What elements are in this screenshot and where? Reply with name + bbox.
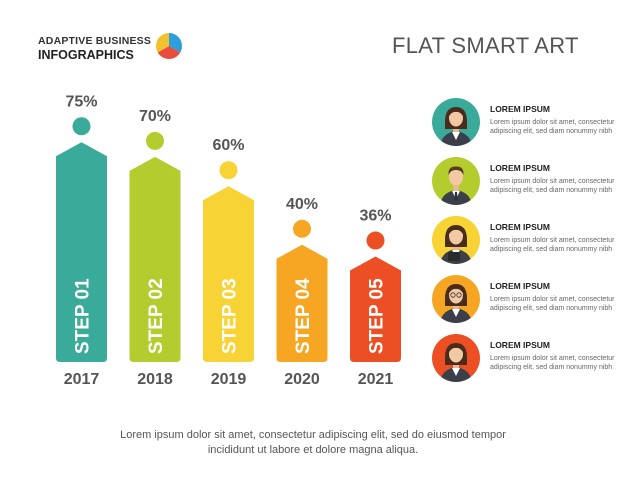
step-label-3: STEP 03 — [220, 278, 241, 354]
person-description: Lorem ipsum dolor sit amet, consectetur … — [490, 178, 615, 194]
person-name: LOREM IPSUM — [490, 222, 550, 232]
person-description: Lorem ipsum dolor sit amet, consectetur … — [490, 296, 615, 312]
businesswoman-icon — [432, 98, 480, 146]
bar-dot-2 — [146, 131, 164, 150]
person-text: LOREM IPSUM Lorem ipsum dolor sit amet, c… — [490, 340, 622, 372]
bar-dot-4 — [293, 219, 311, 238]
person-name: LOREM IPSUM — [490, 340, 550, 350]
person-text: LOREM IPSUM Lorem ipsum dolor sit amet, c… — [490, 163, 622, 195]
logo-slice-yellow — [155, 33, 169, 53]
footer-line1: Lorem ipsum dolor sit amet, consectetur … — [120, 429, 506, 441]
value-label-2: 70% — [139, 108, 171, 125]
value-label-3: 60% — [212, 137, 244, 154]
step-label-4: STEP 04 — [293, 278, 314, 354]
bar-dot-1 — [72, 117, 91, 136]
woman-in-suit-icon — [432, 334, 480, 382]
bar-dot-5 — [366, 231, 385, 250]
person-item: LOREM IPSUM Lorem ipsum dolor sit amet, c… — [432, 275, 622, 327]
person-name: LOREM IPSUM — [490, 163, 550, 173]
brand-line1: ADAPTIVE BUSINESS — [38, 35, 152, 47]
year-label-1: 2017 — [64, 371, 100, 388]
step-label-2: STEP 02 — [146, 278, 167, 354]
logo-slice-blue — [169, 33, 183, 53]
bar-4 — [276, 244, 328, 362]
bar-2 — [129, 156, 181, 362]
woman-with-glasses-icon — [432, 275, 480, 323]
bar-1 — [56, 142, 107, 362]
year-label-2: 2018 — [137, 371, 173, 388]
year-label-5: 2021 — [358, 371, 394, 388]
year-label-3: 2019 — [211, 371, 247, 388]
footer-line2: incididunt ut labore et dolore magna ali… — [207, 444, 419, 456]
value-label-5: 36% — [359, 208, 391, 225]
logo-slice-red — [157, 46, 181, 60]
year-label-4: 2020 — [284, 371, 320, 388]
person-description: Lorem ipsum dolor sit amet, consectetur … — [490, 355, 615, 371]
person-item: LOREM IPSUM Lorem ipsum dolor sit amet, c… — [432, 334, 622, 386]
bar-5 — [350, 256, 401, 362]
value-label-1: 75% — [65, 93, 97, 110]
bar-chart: 75% STEP 01 2017 70% STEP 02 2018 60% STEP 03 20… — [56, 93, 401, 388]
person-description: Lorem ipsum dolor sit amet, consectetur … — [490, 237, 615, 253]
pie-logo-icon — [155, 33, 183, 60]
step-label-1: STEP 01 — [73, 278, 94, 354]
person-item: LOREM IPSUM Lorem ipsum dolor sit amet, c… — [432, 216, 622, 268]
step-label-5: STEP 05 — [367, 278, 388, 354]
bar-3 — [203, 186, 254, 362]
woman-with-tablet-icon — [432, 216, 480, 264]
person-text: LOREM IPSUM Lorem ipsum dolor sit amet, c… — [490, 281, 622, 313]
bar-dot-3 — [219, 161, 238, 180]
person-text: LOREM IPSUM Lorem ipsum dolor sit amet, c… — [490, 222, 622, 254]
footer-text: Lorem ipsum dolor sit amet, consectetur … — [80, 428, 546, 458]
person-text: LOREM IPSUM Lorem ipsum dolor sit amet, c… — [490, 104, 622, 136]
person-item: LOREM IPSUM Lorem ipsum dolor sit amet, c… — [432, 157, 622, 209]
brand-block: ADAPTIVE BUSINESS INFOGRAPHICS — [38, 35, 151, 62]
brand-line2: INFOGRAPHICS — [38, 48, 134, 62]
page-title: FLAT SMART ART — [392, 33, 579, 58]
person-name: LOREM IPSUM — [490, 281, 550, 291]
person-description: Lorem ipsum dolor sit amet, consectetur … — [490, 119, 615, 135]
person-name: LOREM IPSUM — [490, 104, 550, 114]
value-label-4: 40% — [286, 196, 318, 213]
businessman-icon — [432, 157, 480, 205]
person-item: LOREM IPSUM Lorem ipsum dolor sit amet, c… — [432, 98, 622, 150]
